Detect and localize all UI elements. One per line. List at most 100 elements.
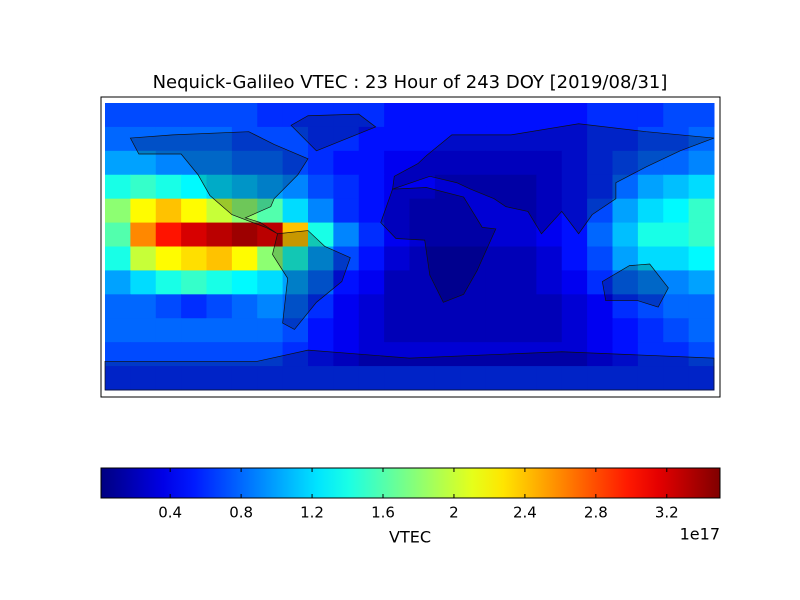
heat-cell (384, 174, 410, 200)
heat-cell (130, 150, 157, 176)
heat-cell (384, 198, 410, 224)
heat-cell (688, 150, 715, 176)
heat-cell (536, 222, 563, 247)
heat-cell (155, 294, 182, 319)
heat-cell (663, 294, 690, 319)
heat-cell (308, 366, 334, 391)
heat-cell (434, 270, 461, 295)
heat-cell (105, 126, 131, 152)
heat-cell (511, 246, 537, 271)
heat-cell (155, 318, 182, 343)
heat-cell (130, 246, 157, 271)
heat-cell (587, 103, 613, 128)
heat-cell (587, 318, 613, 343)
heat-cell (561, 198, 588, 224)
heat-cell (333, 150, 360, 176)
heat-cell (181, 318, 207, 343)
heat-cell (434, 198, 461, 224)
heat-cell (206, 174, 233, 200)
heat-cell (257, 270, 284, 295)
heat-cell (105, 174, 131, 200)
landmass (290, 113, 377, 152)
landmass (129, 131, 309, 235)
heat-cell (358, 318, 385, 343)
heat-cell (663, 222, 690, 247)
chart-title: Nequick-Galileo VTEC : 23 Hour of 243 DO… (153, 72, 668, 93)
heat-cell (637, 318, 664, 343)
heat-cell (333, 198, 360, 224)
heat-cell (663, 342, 690, 367)
heat-cell (511, 103, 537, 128)
heat-cell (536, 126, 563, 152)
heat-cell (130, 198, 157, 224)
heat-cell (663, 366, 690, 391)
heat-cell (511, 270, 537, 295)
heat-cell (358, 222, 385, 247)
heat-cell (181, 150, 207, 176)
heat-cell (155, 270, 182, 295)
heat-cell (282, 246, 309, 271)
heat-cell (637, 103, 664, 128)
heat-cell (561, 318, 588, 343)
map-frame (100, 96, 721, 398)
landmass (272, 230, 351, 330)
colorbar-label: VTEC (389, 528, 431, 547)
heat-cell (587, 366, 613, 391)
colorbar (100, 467, 721, 499)
heat-cell (105, 294, 131, 319)
heat-cell (536, 366, 563, 391)
heat-cell (612, 246, 639, 271)
heat-cell (460, 294, 487, 319)
heat-cell (231, 318, 258, 343)
landmass (104, 349, 715, 391)
heat-cell (536, 103, 563, 128)
heat-cell (485, 270, 512, 295)
colorbar-tick-label: 2 (449, 504, 459, 522)
heat-cell (561, 126, 588, 152)
heat-cell (688, 103, 715, 128)
heat-cell (384, 103, 410, 128)
heat-cell (536, 294, 563, 319)
heat-cell (333, 246, 360, 271)
heat-cell (434, 366, 461, 391)
heat-cell (688, 318, 715, 343)
heat-cell (485, 222, 512, 247)
heat-cell (257, 150, 284, 176)
heat-cell (612, 270, 639, 295)
heat-cell (587, 150, 613, 176)
heat-cell (688, 294, 715, 319)
heat-cell (181, 270, 207, 295)
heat-cell (206, 150, 233, 176)
heat-cell (155, 103, 182, 128)
heat-cell (308, 318, 334, 343)
heat-cell (587, 294, 613, 319)
heat-cell (434, 150, 461, 176)
heat-cell (612, 318, 639, 343)
heat-cell (282, 126, 309, 152)
heat-cell (485, 294, 512, 319)
heat-cell (130, 103, 157, 128)
heat-cell (663, 174, 690, 200)
heat-cell (536, 246, 563, 271)
heat-cell (434, 318, 461, 343)
heat-cell (663, 246, 690, 271)
heat-cell (384, 222, 410, 247)
heat-cell (155, 366, 182, 391)
map (104, 103, 715, 391)
heat-cell (637, 150, 664, 176)
heat-cell (308, 246, 334, 271)
heat-cell (587, 222, 613, 247)
heat-cell (587, 270, 613, 295)
heat-cell (155, 342, 182, 367)
heat-cell (308, 126, 334, 152)
heat-cell (257, 174, 284, 200)
heat-cell (637, 222, 664, 247)
heat-cell (231, 222, 258, 247)
heat-cell (105, 198, 131, 224)
heat-cell (663, 198, 690, 224)
heat-cell (612, 222, 639, 247)
heat-cell (384, 270, 410, 295)
heat-cell (612, 198, 639, 224)
heat-cell (561, 270, 588, 295)
heat-cell (206, 103, 233, 128)
